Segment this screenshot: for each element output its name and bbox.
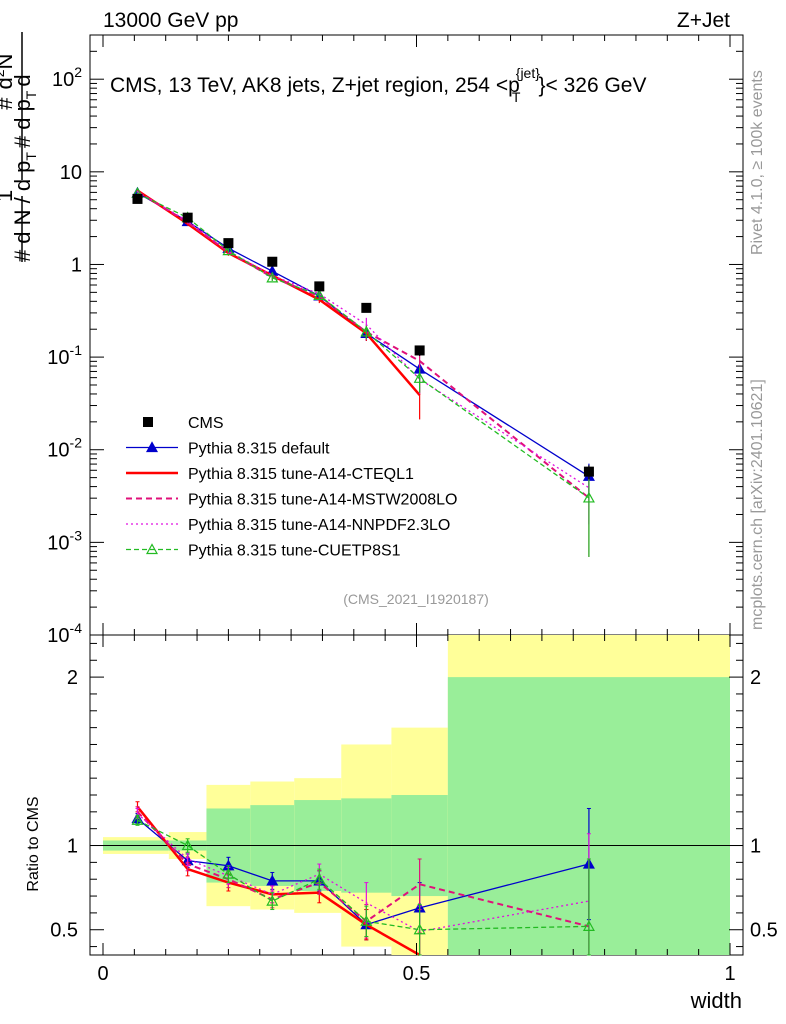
cms-data-marker	[182, 212, 193, 223]
legend-marker	[145, 441, 159, 453]
main-point-marker	[360, 325, 373, 337]
cms-data-marker	[223, 238, 234, 249]
y-tick-label-top: 10-3	[47, 527, 82, 554]
ratio-series	[131, 801, 595, 957]
main-line	[137, 192, 590, 499]
ratio-point-marker	[266, 894, 279, 906]
svg-text:1#d2N: 1#d2N	[0, 54, 17, 202]
legend-label: Pythia 8.315 tune-A14-NNPDF2.3LO	[188, 517, 450, 534]
ratio-point-marker	[313, 872, 326, 884]
main-series-4	[131, 187, 595, 557]
y-tick-label-bottom: 2	[67, 667, 78, 689]
legend-cms-marker	[143, 417, 153, 427]
y-tick-label-top: 1	[71, 254, 82, 276]
cms-data-marker	[414, 345, 425, 356]
cms-data-marker	[132, 193, 143, 204]
ratio-point-marker	[131, 814, 144, 825]
legend-label: Pythia 8.315 tune-A14-CTEQL1	[188, 466, 414, 483]
y-tick-label-top: 10-4	[47, 620, 82, 647]
y-tick-label-top: 102	[52, 64, 82, 91]
header-left: 13000 GeV pp	[103, 9, 238, 32]
legend: CMS Pythia 8.315 default Pythia 8.315 tune…	[126, 415, 457, 560]
ylabel-bottom: Ratio to CMS	[25, 796, 42, 891]
ratio-line	[137, 813, 590, 933]
main-point-marker	[266, 271, 279, 283]
legend-label: Pythia 8.315 default	[188, 441, 330, 458]
ratio-point-marker	[222, 867, 235, 879]
legend-label: Pythia 8.315 tune-CUETP8S1	[188, 543, 401, 560]
cms-data-points	[132, 193, 594, 480]
y-tick-label-bottom: 1	[67, 836, 78, 858]
main-point-marker	[413, 372, 426, 383]
y-tick-label-bottom-right: 2	[750, 667, 761, 689]
xlabel: width	[690, 988, 742, 1013]
ratio-point-marker	[582, 920, 595, 931]
mcplots-label: mcplots.cern.ch [arXiv:2401.10621]	[749, 379, 766, 630]
ratio-series-4	[131, 814, 595, 956]
y-tick-label-top: 10	[60, 162, 82, 184]
y-tick-label-bottom-right: 1	[750, 836, 761, 858]
ratio-point-marker	[360, 915, 373, 926]
main-line	[137, 191, 590, 489]
y-tick-label-bottom: 0.5	[50, 920, 78, 942]
header-right: Z+Jet	[677, 9, 730, 32]
legend-label: Pythia 8.315 tune-A14-MSTW2008LO	[188, 492, 457, 509]
axes: 0 0.5 1 10-4 10-3 10-2 10-1 1 10 102 0.5 0.5 1 1 2 2	[47, 34, 778, 985]
x-tick-label: 1	[724, 963, 735, 985]
main-point-marker	[313, 289, 326, 300]
rivet-label: Rivet 4.1.0, ≥ 100k events	[749, 70, 766, 255]
x-tick-label: 0	[97, 963, 108, 985]
cms-data-marker	[361, 302, 372, 313]
y-tick-label-top: 10-1	[47, 342, 82, 369]
x-tick-label: 0.5	[403, 963, 431, 985]
main-line	[136, 189, 421, 396]
main-series	[131, 186, 595, 557]
cms-data-marker	[314, 281, 325, 292]
main-point-marker	[582, 491, 595, 503]
legend-marker	[145, 543, 159, 555]
main-series-1	[136, 189, 421, 420]
main-point-marker	[222, 244, 235, 256]
ylabel-top: #d N / d pT#d pTd 1#d2N	[0, 32, 39, 262]
y-tick-label-bottom-right: 0.5	[750, 920, 778, 942]
watermark: (CMS_2021_I1920187)	[343, 591, 489, 607]
legend-cms-label: CMS	[188, 415, 224, 432]
ratio-line	[137, 819, 589, 931]
y-tick-label-top: 10-2	[47, 435, 82, 462]
uncertainty-bands	[90, 635, 743, 955]
ratio-point-marker	[181, 839, 194, 851]
plot-title: CMS, 13 TeV, AK8 jets, Z+jet region, 254…	[110, 65, 646, 105]
cms-data-marker	[583, 466, 594, 477]
cms-data-marker	[267, 256, 278, 267]
ratio-line	[137, 818, 590, 926]
